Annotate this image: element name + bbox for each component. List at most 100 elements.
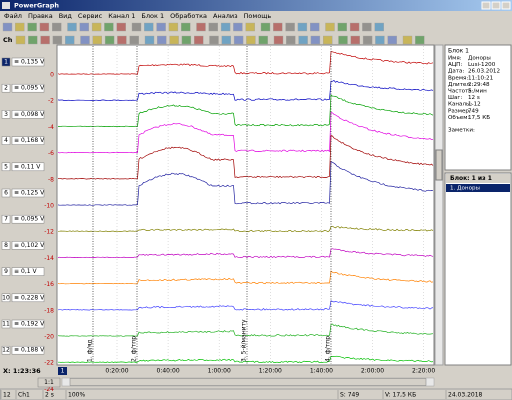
toolbar-button[interactable]: [402, 35, 413, 45]
toolbar-button[interactable]: [338, 35, 348, 45]
toolbar-button[interactable]: [297, 22, 308, 32]
toolbar-button[interactable]: [362, 35, 373, 45]
toolbar-button[interactable]: [285, 22, 295, 32]
toolbar-button[interactable]: [52, 35, 63, 45]
menu-item[interactable]: Помощь: [244, 12, 272, 20]
zoom-box[interactable]: [37, 377, 61, 388]
toolbar-button[interactable]: [64, 35, 75, 45]
menu-item[interactable]: Сервис: [78, 12, 103, 20]
channel-number-box[interactable]: [1, 188, 11, 198]
toolbar-button[interactable]: [92, 35, 103, 45]
block-number-box[interactable]: [58, 367, 67, 375]
toolbar-button[interactable]: [40, 35, 50, 45]
toolbar-button[interactable]: [104, 22, 114, 32]
toolbar-button[interactable]: [209, 35, 219, 45]
toolbar-button[interactable]: [91, 22, 102, 32]
channel-value-box[interactable]: [11, 214, 45, 224]
channel-value-box[interactable]: [11, 136, 45, 145]
toolbar-button[interactable]: [2, 22, 13, 32]
toolbar-button[interactable]: [375, 35, 385, 45]
toolbar-button[interactable]: [104, 35, 115, 45]
toolbar-button[interactable]: [157, 35, 167, 45]
channel-number-box[interactable]: [1, 214, 11, 224]
toolbar-button[interactable]: [220, 22, 231, 32]
block-selected[interactable]: [446, 184, 510, 192]
toolbar-button[interactable]: [67, 22, 77, 32]
toolbar-button[interactable]: [387, 35, 397, 45]
channel-value-box[interactable]: [11, 319, 45, 329]
toolbar-button[interactable]: [325, 22, 335, 32]
minimize[interactable]: [481, 1, 491, 10]
menu-item[interactable]: Канал 1: [108, 12, 135, 20]
toolbar-button[interactable]: [298, 35, 308, 45]
channel-value-box[interactable]: [11, 293, 45, 303]
toolbar-button[interactable]: [116, 22, 126, 32]
channel-number-box[interactable]: [1, 83, 11, 93]
toolbar-button[interactable]: [28, 35, 38, 45]
close[interactable]: [501, 1, 511, 10]
h-scroll-thumb[interactable]: [69, 378, 427, 386]
channel-number-box[interactable]: [1, 57, 11, 67]
menu-item[interactable]: Файл: [4, 12, 22, 20]
toolbar-button[interactable]: [208, 22, 219, 32]
toolbar-button[interactable]: [245, 22, 255, 32]
toolbar-button[interactable]: [260, 22, 271, 32]
channel-number-box[interactable]: [1, 345, 11, 355]
toolbar-button[interactable]: [273, 22, 283, 32]
block-item[interactable]: 1. Доноры: [450, 186, 480, 192]
toolbar-button[interactable]: [79, 22, 90, 32]
toolbar-button[interactable]: [15, 22, 25, 32]
toolbar-button[interactable]: [286, 35, 296, 45]
toolbar-button[interactable]: [233, 35, 244, 45]
channel-number-box[interactable]: [1, 319, 11, 329]
menu-item[interactable]: Вид: [59, 12, 73, 20]
toolbar-button[interactable]: [27, 22, 37, 32]
toolbar-button[interactable]: [374, 22, 384, 32]
toolbar-button[interactable]: [258, 35, 268, 45]
toolbar-button[interactable]: [350, 35, 360, 45]
toolbar-button[interactable]: [415, 35, 425, 45]
channel-number-box[interactable]: [1, 162, 11, 172]
toolbar-button[interactable]: [39, 22, 50, 32]
menu-item[interactable]: Анализ: [213, 12, 238, 20]
channel-value-box[interactable]: [11, 57, 45, 67]
toolbar-button[interactable]: [52, 22, 62, 32]
channel-value-box[interactable]: [11, 345, 45, 355]
channel-number-box[interactable]: [1, 293, 11, 303]
channel-value-box[interactable]: [11, 188, 45, 198]
toolbar-button[interactable]: [181, 35, 192, 45]
menu-item[interactable]: Блок 1: [141, 12, 164, 20]
toolbar-button[interactable]: [193, 35, 204, 45]
channel-number-box[interactable]: [1, 267, 11, 276]
toolbar-button[interactable]: [337, 22, 347, 32]
maximize[interactable]: [491, 1, 501, 10]
toolbar-button[interactable]: [144, 22, 154, 32]
toolbar-button[interactable]: [131, 22, 142, 32]
channel-value-box[interactable]: [11, 83, 45, 93]
toolbar-button[interactable]: [310, 22, 320, 32]
channel-value-box[interactable]: [11, 267, 45, 276]
channel-number-box[interactable]: [1, 136, 11, 145]
toolbar-button[interactable]: [196, 22, 206, 32]
scroll-thumb[interactable]: [435, 149, 443, 181]
toolbar-button[interactable]: [221, 35, 232, 45]
toolbar-button[interactable]: [273, 35, 284, 45]
toolbar-button[interactable]: [323, 35, 333, 45]
menu-item[interactable]: Обработка: [170, 12, 207, 20]
toolbar-button[interactable]: [362, 22, 372, 32]
toolbar-button[interactable]: [246, 35, 256, 45]
channel-value-box[interactable]: [11, 162, 45, 172]
v-scrollbar[interactable]: [434, 44, 444, 366]
menu-item[interactable]: Правка: [28, 12, 53, 20]
toolbar-button[interactable]: [144, 35, 155, 45]
toolbar-button[interactable]: [129, 35, 139, 45]
toolbar-button[interactable]: [349, 22, 360, 32]
toolbar-button[interactable]: [180, 22, 191, 32]
toolbar-button[interactable]: [117, 35, 127, 45]
toolbar-button[interactable]: [169, 35, 179, 45]
toolbar-button[interactable]: [156, 22, 166, 32]
channel-value-box[interactable]: [11, 241, 45, 250]
channel-value-box[interactable]: [11, 110, 45, 119]
toolbar-button[interactable]: [15, 35, 26, 45]
channel-number-box[interactable]: [1, 110, 11, 119]
